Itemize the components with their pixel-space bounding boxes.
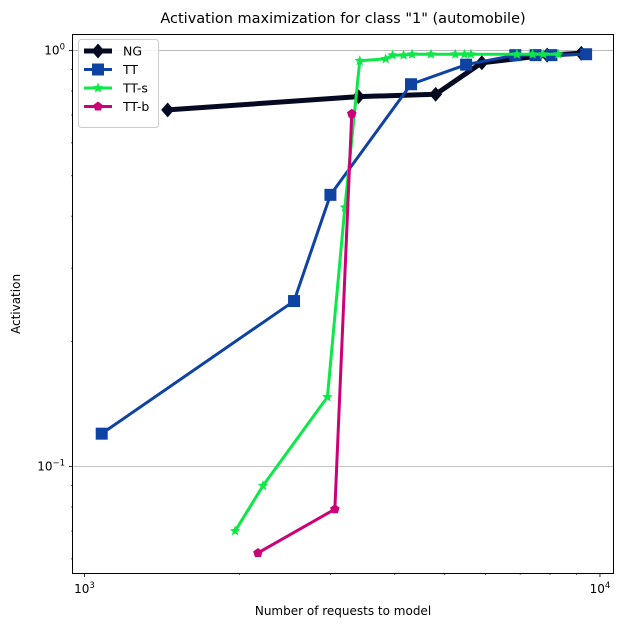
square-marker [288, 295, 301, 308]
pentagon-marker [93, 101, 103, 111]
star-marker [511, 48, 523, 59]
star-marker [398, 49, 409, 60]
star-marker [450, 48, 461, 59]
star-marker [465, 48, 477, 59]
star-marker [229, 525, 241, 536]
pentagon-marker [330, 504, 340, 514]
series-tt-b [253, 108, 357, 558]
square-marker [460, 58, 473, 71]
square-marker [92, 63, 104, 76]
square-marker [405, 78, 418, 91]
star-marker [257, 480, 269, 491]
series-line [256, 112, 354, 555]
star-marker [527, 48, 538, 59]
star-marker [387, 49, 398, 60]
star-marker [459, 48, 470, 59]
star-marker [92, 82, 104, 93]
series-line [233, 52, 560, 533]
x-tick-label: 103 [74, 581, 95, 596]
square-marker [95, 427, 108, 440]
legend-label: NG [123, 44, 142, 59]
star-marker [406, 48, 418, 59]
grid-lines [73, 50, 613, 468]
star-marker [425, 48, 437, 59]
pentagon-marker [253, 547, 263, 558]
series-tt-s [229, 48, 564, 536]
square-marker [580, 48, 593, 61]
legend-entry: TT [84, 62, 138, 77]
diamond-marker [91, 43, 105, 59]
star-marker [553, 48, 564, 59]
y-axis-label: Activation [9, 274, 23, 334]
legend-entry: TT-b [84, 99, 149, 114]
legend-entry: NG [84, 44, 142, 59]
pentagon-marker [347, 108, 357, 118]
axis-ticks: 100 10−1 103 104 [37, 43, 610, 596]
star-marker [537, 48, 549, 59]
plot-area-frame [72, 34, 614, 574]
legend-label: TT [122, 62, 138, 77]
star-marker [322, 391, 333, 402]
plot-series [95, 45, 593, 558]
chart-title: Activation maximization for class "1" (a… [160, 11, 525, 27]
legend-label: TT-b [122, 99, 149, 114]
diamond-marker [161, 102, 175, 118]
star-marker [380, 53, 391, 64]
diamond-marker [351, 89, 365, 105]
x-tick-label: 104 [590, 581, 611, 596]
x-axis-label: Number of requests to model [255, 604, 431, 618]
star-marker [354, 55, 365, 66]
series-line [165, 50, 584, 113]
legend-entry: TT-s [84, 81, 148, 96]
y-tick-label: 100 [44, 43, 65, 58]
diamond-marker [429, 86, 443, 102]
y-tick-label: 10−1 [37, 459, 65, 474]
legend: NG TT TT-s TT-b [78, 39, 159, 128]
legend-label: TT-s [122, 81, 148, 96]
square-marker [324, 188, 337, 201]
